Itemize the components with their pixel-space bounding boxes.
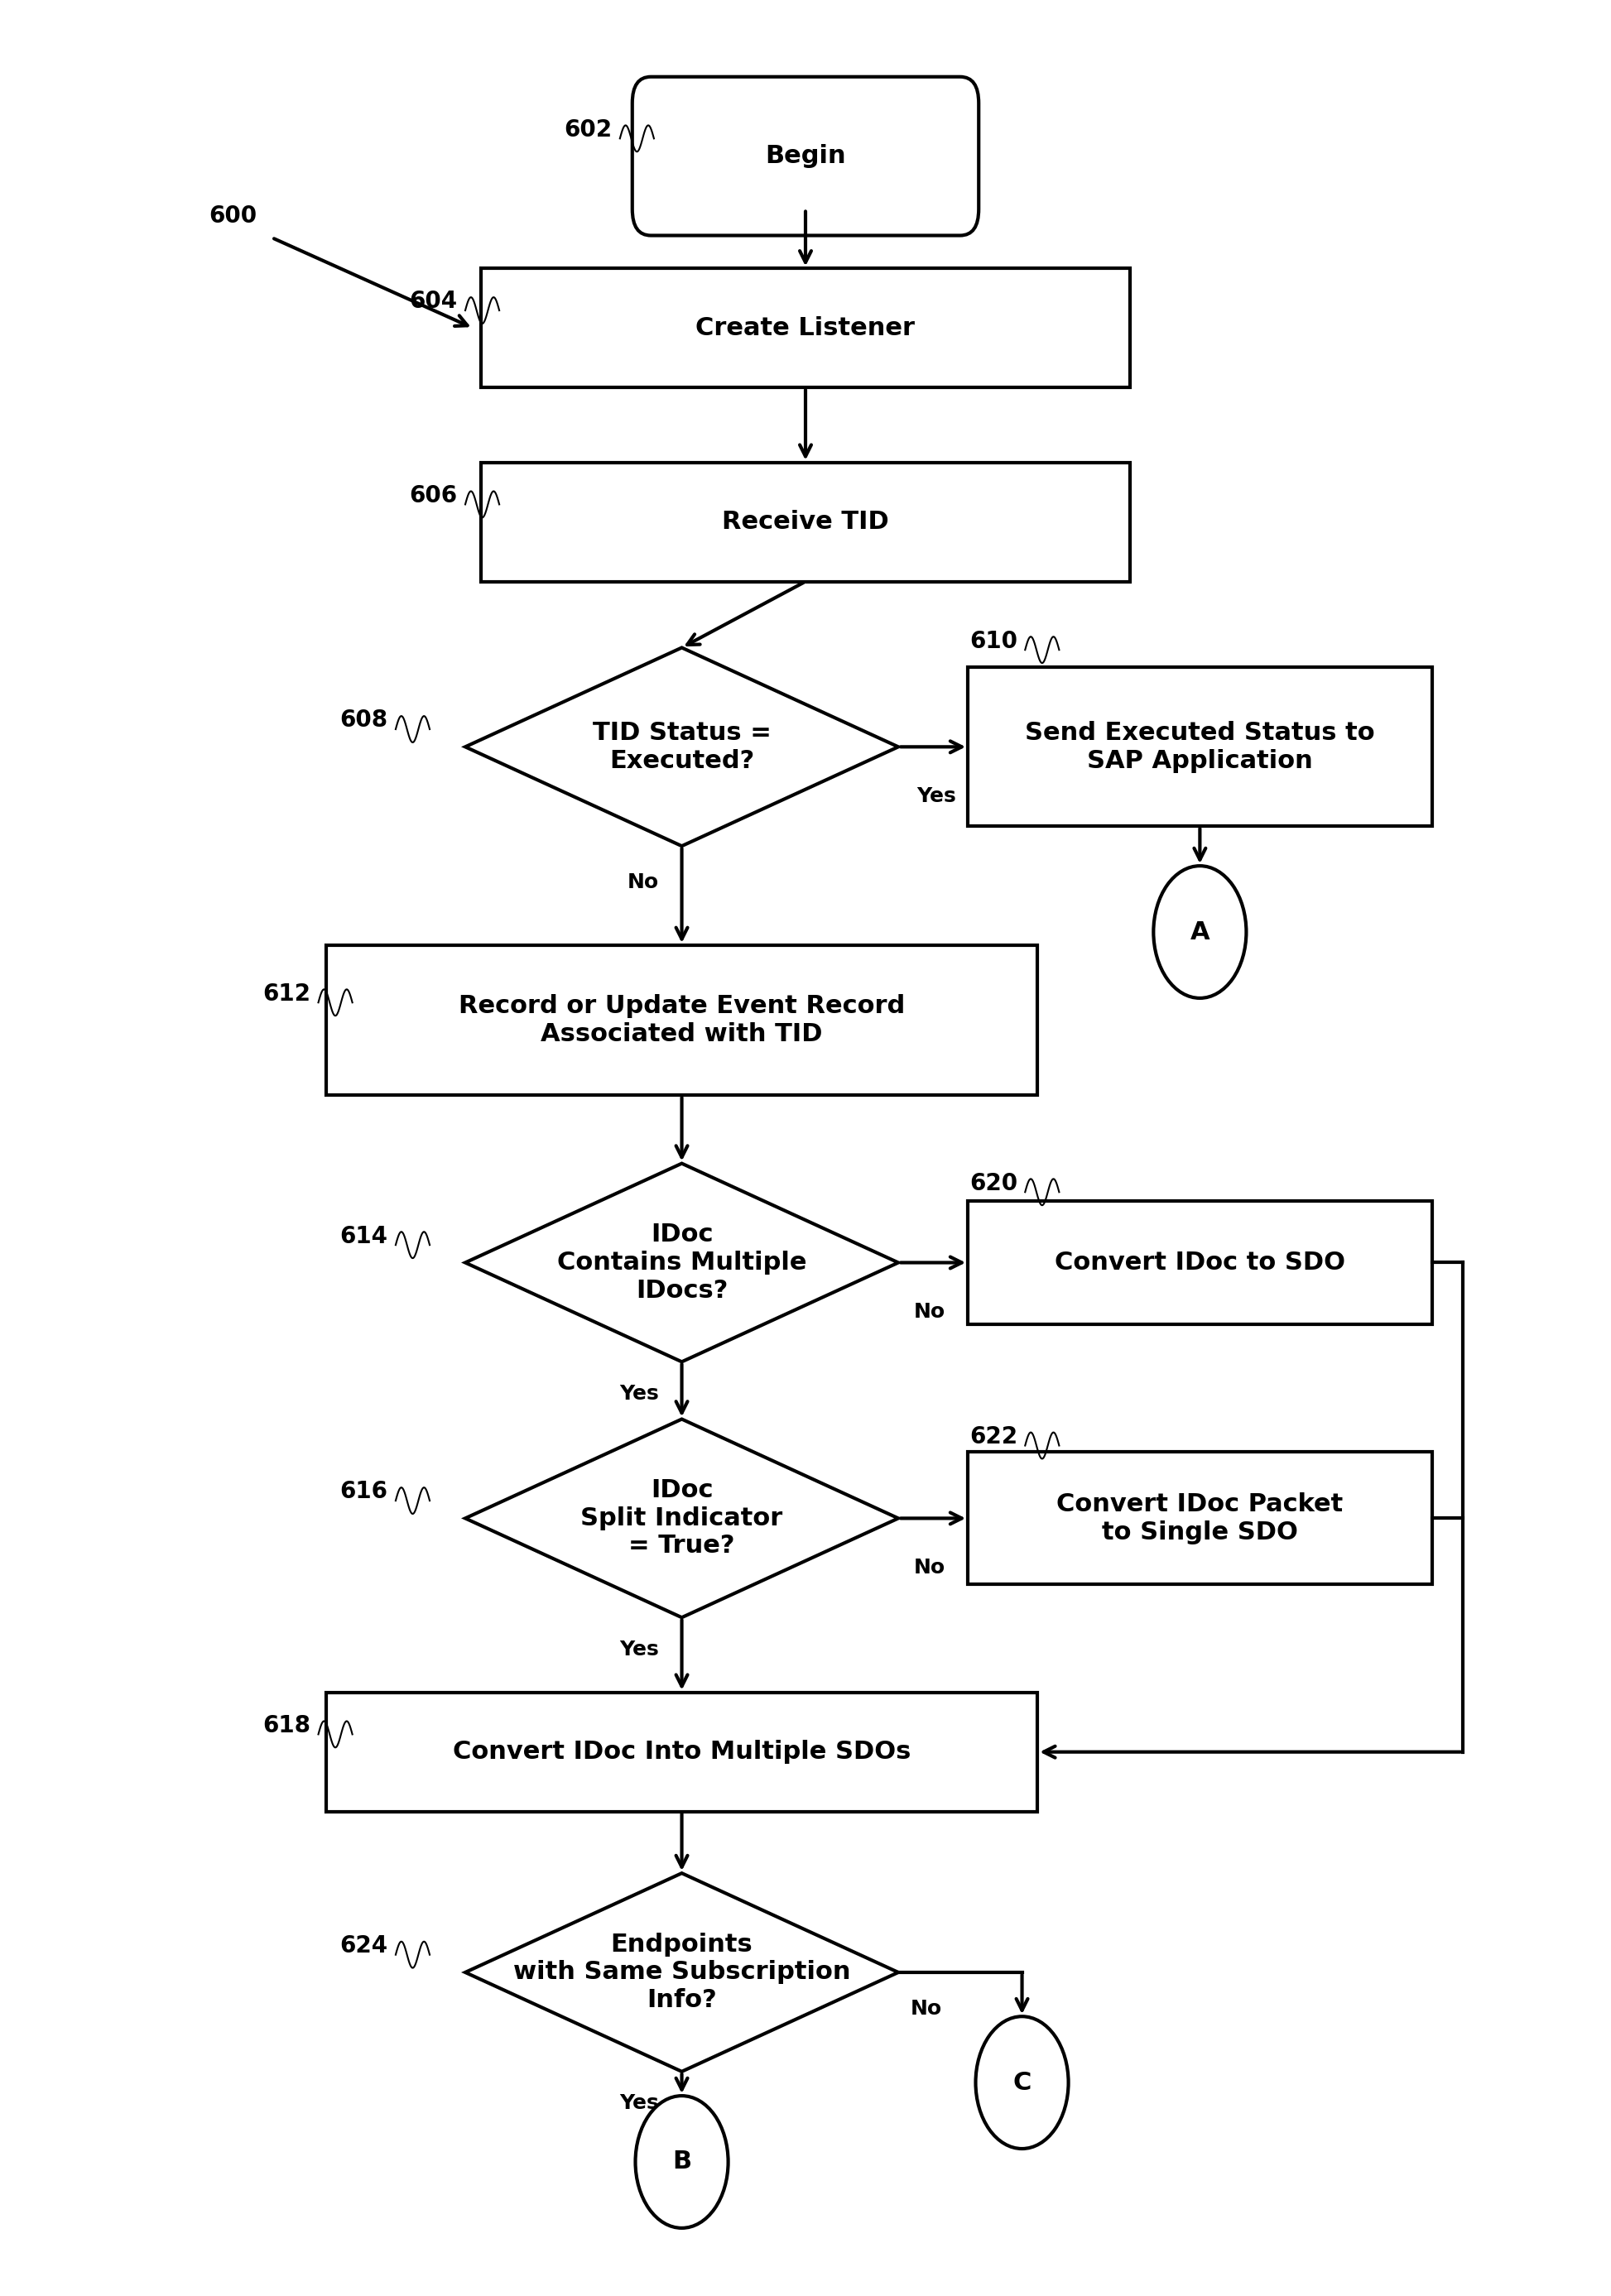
- Bar: [968, 668, 1432, 827]
- Text: No: No: [913, 1302, 946, 1322]
- Text: 612: 612: [263, 983, 311, 1006]
- Text: No: No: [913, 1559, 946, 1577]
- Polygon shape: [466, 1164, 899, 1362]
- Text: TID Status =
Executed?: TID Status = Executed?: [593, 721, 772, 774]
- FancyBboxPatch shape: [632, 76, 979, 236]
- Circle shape: [635, 2096, 728, 2227]
- Polygon shape: [466, 1874, 899, 2071]
- Text: IDoc
Split Indicator
= True?: IDoc Split Indicator = True?: [580, 1479, 783, 1559]
- Text: 602: 602: [564, 117, 612, 142]
- Text: 614: 614: [340, 1224, 388, 1247]
- Polygon shape: [466, 1419, 899, 1616]
- Text: Send Executed Status to
SAP Application: Send Executed Status to SAP Application: [1025, 721, 1374, 774]
- Text: B: B: [672, 2149, 691, 2174]
- Polygon shape: [466, 647, 899, 845]
- Text: Yes: Yes: [619, 1639, 659, 1660]
- Text: Convert IDoc Packet
to Single SDO: Convert IDoc Packet to Single SDO: [1057, 1492, 1344, 1545]
- Text: Yes: Yes: [917, 788, 957, 806]
- Bar: [968, 1201, 1432, 1325]
- Circle shape: [976, 2016, 1068, 2149]
- Text: Convert IDoc Into Multiple SDOs: Convert IDoc Into Multiple SDOs: [453, 1740, 910, 1763]
- Circle shape: [1153, 866, 1247, 999]
- Bar: [480, 461, 1131, 581]
- Text: 604: 604: [409, 289, 458, 312]
- Text: No: No: [910, 2000, 942, 2018]
- Text: Create Listener: Create Listener: [696, 317, 915, 340]
- Text: 600: 600: [209, 204, 258, 227]
- Text: Record or Update Event Record
Associated with TID: Record or Update Event Record Associated…: [459, 994, 905, 1047]
- Text: IDoc
Contains Multiple
IDocs?: IDoc Contains Multiple IDocs?: [557, 1224, 807, 1302]
- Text: Yes: Yes: [619, 1384, 659, 1403]
- Text: No: No: [627, 872, 659, 893]
- Text: Yes: Yes: [619, 2094, 659, 2112]
- Text: 610: 610: [970, 629, 1018, 652]
- Text: 624: 624: [340, 1933, 388, 1958]
- Text: Convert IDoc to SDO: Convert IDoc to SDO: [1055, 1251, 1345, 1274]
- Text: C: C: [1013, 2071, 1031, 2094]
- Text: Begin: Begin: [765, 145, 846, 168]
- Bar: [968, 1451, 1432, 1584]
- Text: 616: 616: [340, 1481, 388, 1504]
- Text: A: A: [1191, 921, 1210, 944]
- Text: 618: 618: [263, 1713, 311, 1738]
- Text: 622: 622: [970, 1426, 1018, 1449]
- Text: 606: 606: [409, 484, 458, 507]
- Text: 620: 620: [970, 1171, 1018, 1194]
- Text: Endpoints
with Same Subscription
Info?: Endpoints with Same Subscription Info?: [512, 1933, 851, 2011]
- Bar: [480, 269, 1131, 388]
- Text: Receive TID: Receive TID: [722, 510, 889, 535]
- Bar: [325, 1692, 1037, 1812]
- Text: 608: 608: [340, 709, 388, 732]
- Bar: [325, 946, 1037, 1095]
